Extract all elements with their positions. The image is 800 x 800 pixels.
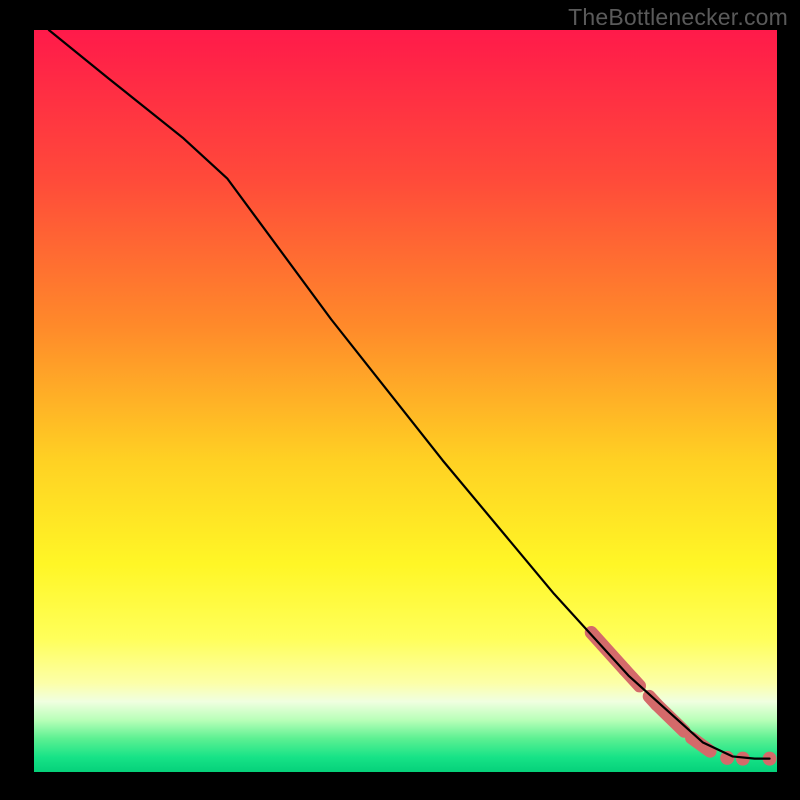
gradient-background	[34, 30, 777, 772]
watermark-text: TheBottlenecker.com	[568, 4, 788, 31]
plot-svg	[34, 30, 777, 772]
plot-area	[34, 30, 777, 772]
chart-stage: TheBottlenecker.com	[0, 0, 800, 800]
